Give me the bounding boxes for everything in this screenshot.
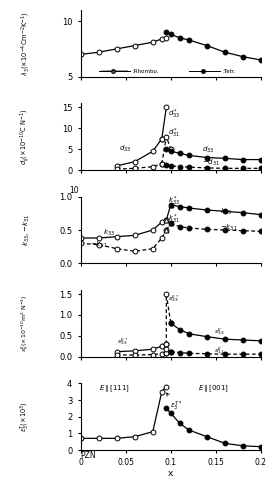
Text: $-k_{31}$: $-k_{31}$	[90, 240, 107, 250]
Text: $E$$\parallel$[001]: $E$$\parallel$[001]	[198, 383, 229, 394]
Text: $s_{33}^{E*}$: $s_{33}^{E*}$	[117, 336, 128, 347]
Text: $k_{33}$: $k_{33}$	[103, 228, 115, 238]
X-axis label: x: x	[168, 468, 174, 477]
Text: $s_{11}^E$: $s_{11}^E$	[214, 345, 225, 356]
Text: PZN: PZN	[81, 452, 96, 460]
Text: $k_{33}$: $k_{33}$	[220, 206, 232, 216]
Text: $d_{31}^*$: $d_{31}^*$	[168, 127, 180, 140]
Text: $-k_{31}$: $-k_{31}$	[220, 222, 238, 232]
Text: $k_{31}^*$: $k_{31}^*$	[168, 213, 180, 226]
Text: $-d_{31}$: $-d_{31}$	[202, 158, 220, 168]
Text: $E$$\parallel$[111]: $E$$\parallel$[111]	[99, 383, 130, 394]
Text: :Rhombo.: :Rhombo.	[132, 69, 158, 74]
Y-axis label: $\lambda_3$($\times$10$^{-4}$Cm$^{-2}$K$^{-1}$): $\lambda_3$($\times$10$^{-4}$Cm$^{-2}$K$…	[20, 11, 32, 76]
Y-axis label: $s^E_{ij}$($\times$10$^{-10}$m$^2$ N$^{-1}$): $s^E_{ij}$($\times$10$^{-10}$m$^2$ N$^{-…	[20, 294, 32, 352]
Y-axis label: $k_{33}$, $-k_{31}$: $k_{33}$, $-k_{31}$	[22, 214, 32, 246]
Text: $d_{33}$: $d_{33}$	[119, 144, 131, 154]
Text: $d_{33}$: $d_{33}$	[202, 145, 215, 156]
Y-axis label: $\varepsilon^T_3$($\times$10$^3$): $\varepsilon^T_3$($\times$10$^3$)	[19, 402, 32, 432]
Text: :Tetr.: :Tetr.	[222, 69, 235, 74]
Text: $k_{33}^*$: $k_{33}^*$	[168, 194, 180, 208]
Text: 10: 10	[69, 186, 79, 194]
Text: $d_{33}^*$: $d_{33}^*$	[168, 108, 180, 121]
Text: $s_{33}^E$: $s_{33}^E$	[214, 326, 225, 338]
Y-axis label: $d_{ij}$($\times$10$^{-10}$C N$^{-1}$): $d_{ij}$($\times$10$^{-10}$C N$^{-1}$)	[18, 108, 32, 165]
Text: $\varepsilon_3^{T*}$: $\varepsilon_3^{T*}$	[167, 393, 182, 413]
Text: $s_{33}^{E*}$: $s_{33}^{E*}$	[168, 294, 179, 304]
